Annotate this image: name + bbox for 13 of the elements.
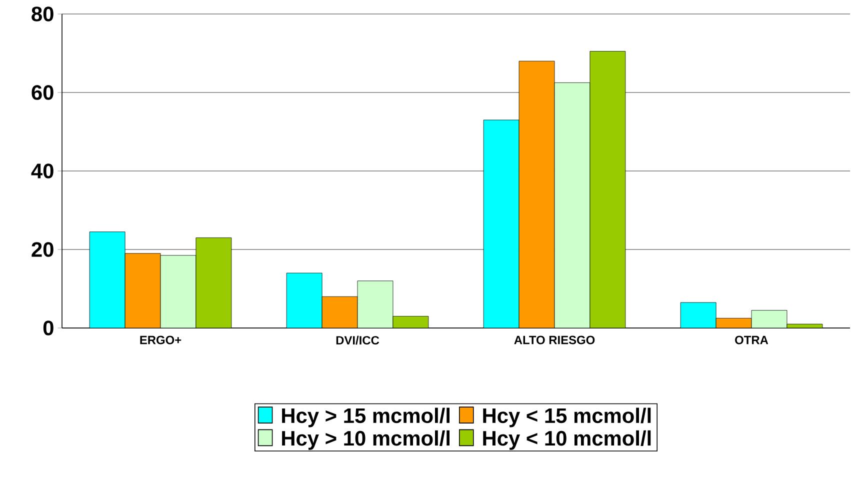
x-tick-label: ERGO+ — [140, 336, 182, 344]
legend-label: Hcy > 10 mcmol/l — [282, 430, 450, 450]
x-tick-label: OTRA — [735, 336, 768, 344]
legend-label: Hcy < 15 mcmol/l — [483, 408, 651, 428]
legend-label: Hcy < 10 mcmol/l — [483, 430, 651, 450]
y-tick-label: 0 — [43, 320, 54, 336]
y-tick-label: 20 — [32, 242, 54, 257]
y-tick-label: 40 — [31, 164, 54, 178]
legend-label: Hcy > 15 mcmol/l — [282, 408, 450, 428]
x-tick-label: ALTO RIESGO — [514, 336, 595, 344]
x-tick-label: DVI/ICC — [336, 336, 380, 345]
y-tick-label: 80 — [32, 6, 54, 22]
y-tick-label: 60 — [32, 85, 54, 100]
